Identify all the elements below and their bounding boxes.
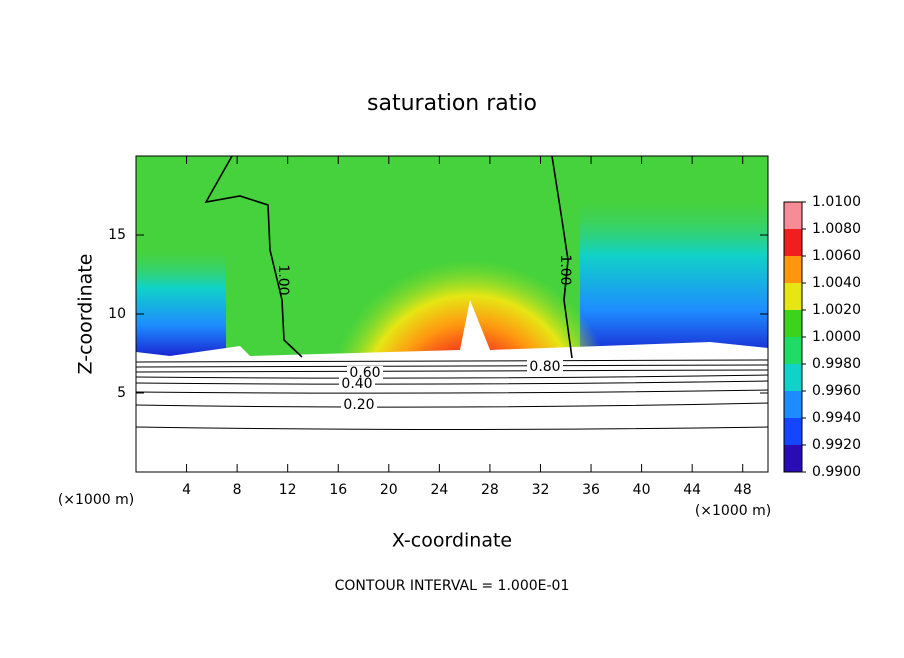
x-axis-label: X-coordinate [392,530,512,552]
colorbar-segment [784,229,802,256]
x-tick-label: 4 [182,482,191,498]
colorbar-tick-label: 0.9900 [812,464,861,480]
colorbar-tick-label: 1.0060 [812,248,861,264]
x-unit-label: (×1000 m) [695,503,771,519]
colorbar-segment [784,445,802,472]
y-tick-label: 15 [108,227,126,243]
field-dry-edge [136,300,768,360]
contour-label-bg [527,360,563,374]
x-tick-label: 36 [582,482,600,498]
colorbar-segment [784,256,802,283]
x-tick-label: 24 [430,482,448,498]
contour-label-bg [341,398,377,412]
contour-label: 1.00 [557,254,573,285]
colorbar-segment [784,418,802,445]
field-dry [136,356,768,472]
contours [135,155,769,430]
colorbar-segment [784,283,802,310]
footer: CONTOUR INTERVAL = 1.000E-01 [335,578,570,594]
field-low-right [580,200,768,358]
colorbar-segment [784,310,802,337]
colorbar-tick-label: 1.0040 [812,275,861,291]
chart-title: saturation ratio [367,91,537,116]
x-unit-label: (×1000 m) [58,492,134,508]
y-tick-label: 5 [117,385,126,401]
colorbar-tick-label: 1.0000 [812,329,861,345]
colorbar-tick-label: 1.0100 [812,194,861,210]
colorbar-tick-label: 1.0020 [812,302,861,318]
x-tick-label: 20 [380,482,398,498]
y-tick-label: 10 [108,306,126,322]
contour-label: 0.40 [341,376,372,392]
x-tick-label: 8 [233,482,242,498]
x-tick-label: 12 [279,482,297,498]
field-low-left [136,250,226,358]
colorbar-tick-label: 0.9940 [812,410,861,426]
field [136,156,768,472]
colorbar-tick-label: 0.9980 [812,356,861,372]
colorbar-tick-label: 0.9920 [812,437,861,453]
colorbar-segment [784,337,802,364]
x-tick-label: 16 [329,482,347,498]
contour-label: 0.80 [529,359,560,375]
contour-label: 1.00 [275,264,291,295]
y-axis-label: Z-coordinate [75,254,97,375]
x-tick-label: 32 [532,482,550,498]
colorbar-tick-label: 0.9960 [812,383,861,399]
x-tick-label: 44 [683,482,701,498]
colorbar-segment [784,364,802,391]
contour-label-bg [347,366,383,380]
x-tick-label: 48 [734,482,752,498]
colorbar-segment [784,202,802,229]
contour-label: 0.20 [343,397,374,413]
x-tick-label: 28 [481,482,499,498]
colorbar-segment [784,391,802,418]
x-tick-label: 40 [633,482,651,498]
colorbar-tick-label: 1.0080 [812,221,861,237]
contour-label-bg [339,377,375,391]
